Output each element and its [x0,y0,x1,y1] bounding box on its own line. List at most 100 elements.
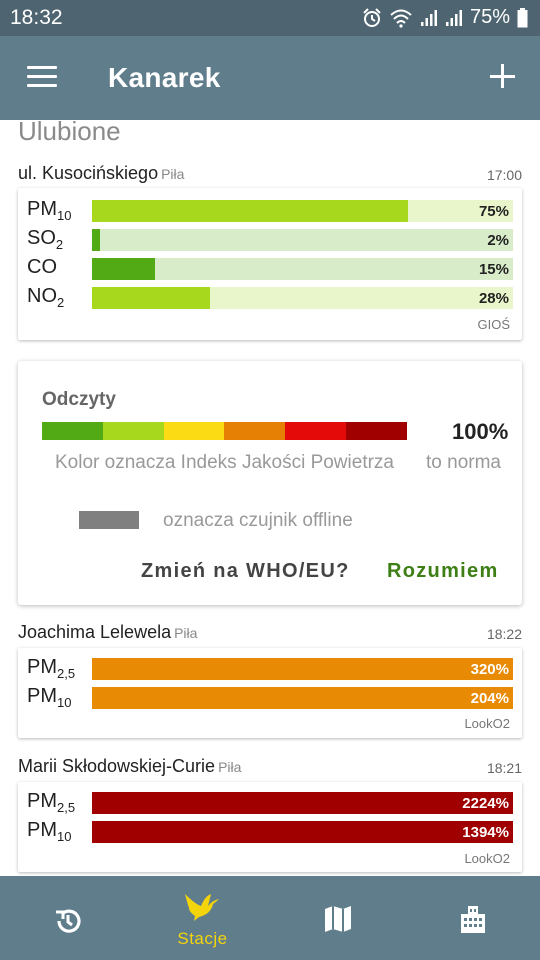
pollutant-bar-track: 204% [92,687,513,709]
pollutant-bar-track: 75% [92,200,513,222]
pollutant-bar-fill [92,821,513,843]
station-name: Marii Skłodowskiej-Curie [18,756,216,776]
pollutant-bar-track: 320% [92,658,513,680]
add-station-icon[interactable] [488,62,518,92]
station-card[interactable]: PM2,5 320% PM10 204% LookO2 [18,648,522,738]
legend-title: Odczyty [42,389,116,410]
battery-icon [517,7,528,27]
wifi-icon [390,9,412,28]
map-icon [324,906,351,932]
scale-segment [285,422,347,440]
pollutant-name: PM10 [27,819,72,844]
dismiss-button[interactable]: Rozumiem [387,560,499,582]
pollutant-bar-track: 2% [92,229,513,251]
pollutant-list: PM10 75% SO2 2% CO 15% [18,196,522,312]
pollutant-bar-fill [92,229,101,251]
pollutant-value: 204% [470,690,509,707]
color-scale [42,422,407,440]
status-icons: 75% [362,6,528,29]
scale-segment [346,422,407,440]
signal-icon [420,9,437,26]
station-name: Joachima Lelewela [18,622,172,642]
bottom-navigation: Stacje [0,876,540,960]
app-bar: Kanarek [0,36,540,120]
menu-icon[interactable] [27,66,57,88]
data-source: LookO2 [464,851,510,866]
building-icon [460,906,485,933]
station-header[interactable]: Joachima Lelewela Piła 18:22 [18,622,522,648]
station-header[interactable]: ul. Kusocińskiego Piła 17:00 [18,163,522,189]
canary-icon [184,894,219,921]
pollutant-row: NO2 28% [18,283,522,312]
norm-caption: to norma [426,452,501,473]
station-card[interactable]: PM10 75% SO2 2% CO 15% [18,188,522,340]
scale-segment [163,422,225,440]
station-city: Piła [174,625,198,641]
station-time: 18:22 [486,626,522,642]
pollutant-bar-track: 1394% [92,821,513,843]
nav-city[interactable] [405,876,540,960]
station-header[interactable]: Marii Skłodowskiej-Curie Piła 18:21 [18,756,522,782]
pollutant-value: 320% [470,661,509,678]
battery-percent: 75% [469,6,510,28]
status-time: 18:32 [10,6,63,29]
section-title: Ulubione [18,120,121,146]
nav-map[interactable] [270,876,405,960]
offline-text: oznacza czujnik offline [163,510,353,531]
nav-stations-label: Stacje [177,929,228,948]
app-title: Kanarek [108,62,221,93]
nav-history[interactable] [0,876,135,960]
status-bar: 18:32 75% [0,0,540,36]
pollutant-name: PM10 [27,198,72,223]
history-icon [55,909,81,933]
pollutant-value: 75% [478,203,509,220]
station-card[interactable]: PM2,5 2224% PM10 1394% LookO2 [18,782,522,872]
pollutant-name: NO2 [27,285,65,310]
pollutant-name: CO [27,256,57,278]
pollutant-value: 1394% [462,824,509,841]
pollutant-name: PM2,5 [27,656,76,681]
pollutant-row: PM2,5 2224% [18,788,522,817]
pollutant-name: PM2,5 [27,790,76,815]
station-time: 18:21 [486,760,522,776]
scale-segment [42,422,103,440]
pollutant-bar-fill [92,687,513,709]
pollutant-row: PM10 204% [18,683,522,712]
pollutant-value: 2% [487,232,509,249]
nav-stations[interactable]: Stacje [135,876,270,960]
pollutant-bar-track: 2224% [92,792,513,814]
alarm-icon [363,7,381,27]
station-name: ul. Kusocińskiego [18,163,159,183]
data-source: GIOŚ [477,317,510,332]
switch-norm-button[interactable]: Zmień na WHO/EU? [141,560,350,582]
scale-segment [224,422,286,440]
pollutant-bar-fill [92,792,513,814]
pollutant-bar-fill [92,200,408,222]
legend-description: Kolor oznacza Indeks Jakości Powietrza [55,452,394,473]
pollutant-bar-fill [92,258,156,280]
pollutant-row: PM10 1394% [18,817,522,846]
station-time: 17:00 [486,167,522,183]
offline-swatch [79,511,139,529]
pollutant-row: PM10 75% [18,196,522,225]
pollutant-bar-track: 15% [92,258,513,280]
legend-card: Odczyty 100% to norma Kolor oznacza Inde… [18,361,522,605]
pollutant-bar-fill [92,287,210,309]
pollutant-value: 15% [478,261,509,278]
pollutant-row: SO2 2% [18,225,522,254]
pollutant-bar-fill [92,658,513,680]
norm-percent: 100% [452,419,509,444]
station-city: Piła [218,759,242,775]
pollutant-name: SO2 [27,227,64,252]
pollutant-list: PM2,5 2224% PM10 1394% [18,788,522,846]
station-city: Piła [161,166,185,182]
signal-icon-2 [445,9,462,26]
pollutant-bar-track: 28% [92,287,513,309]
pollutant-value: 2224% [462,795,509,812]
pollutant-row: CO 15% [18,254,522,283]
favorites-list[interactable]: Ulubione ul. Kusocińskiego Piła 17:00 PM1… [0,120,540,876]
pollutant-value: 28% [478,290,509,307]
data-source: LookO2 [464,716,510,731]
scale-segment [102,422,164,440]
pollutant-row: PM2,5 320% [18,654,522,683]
